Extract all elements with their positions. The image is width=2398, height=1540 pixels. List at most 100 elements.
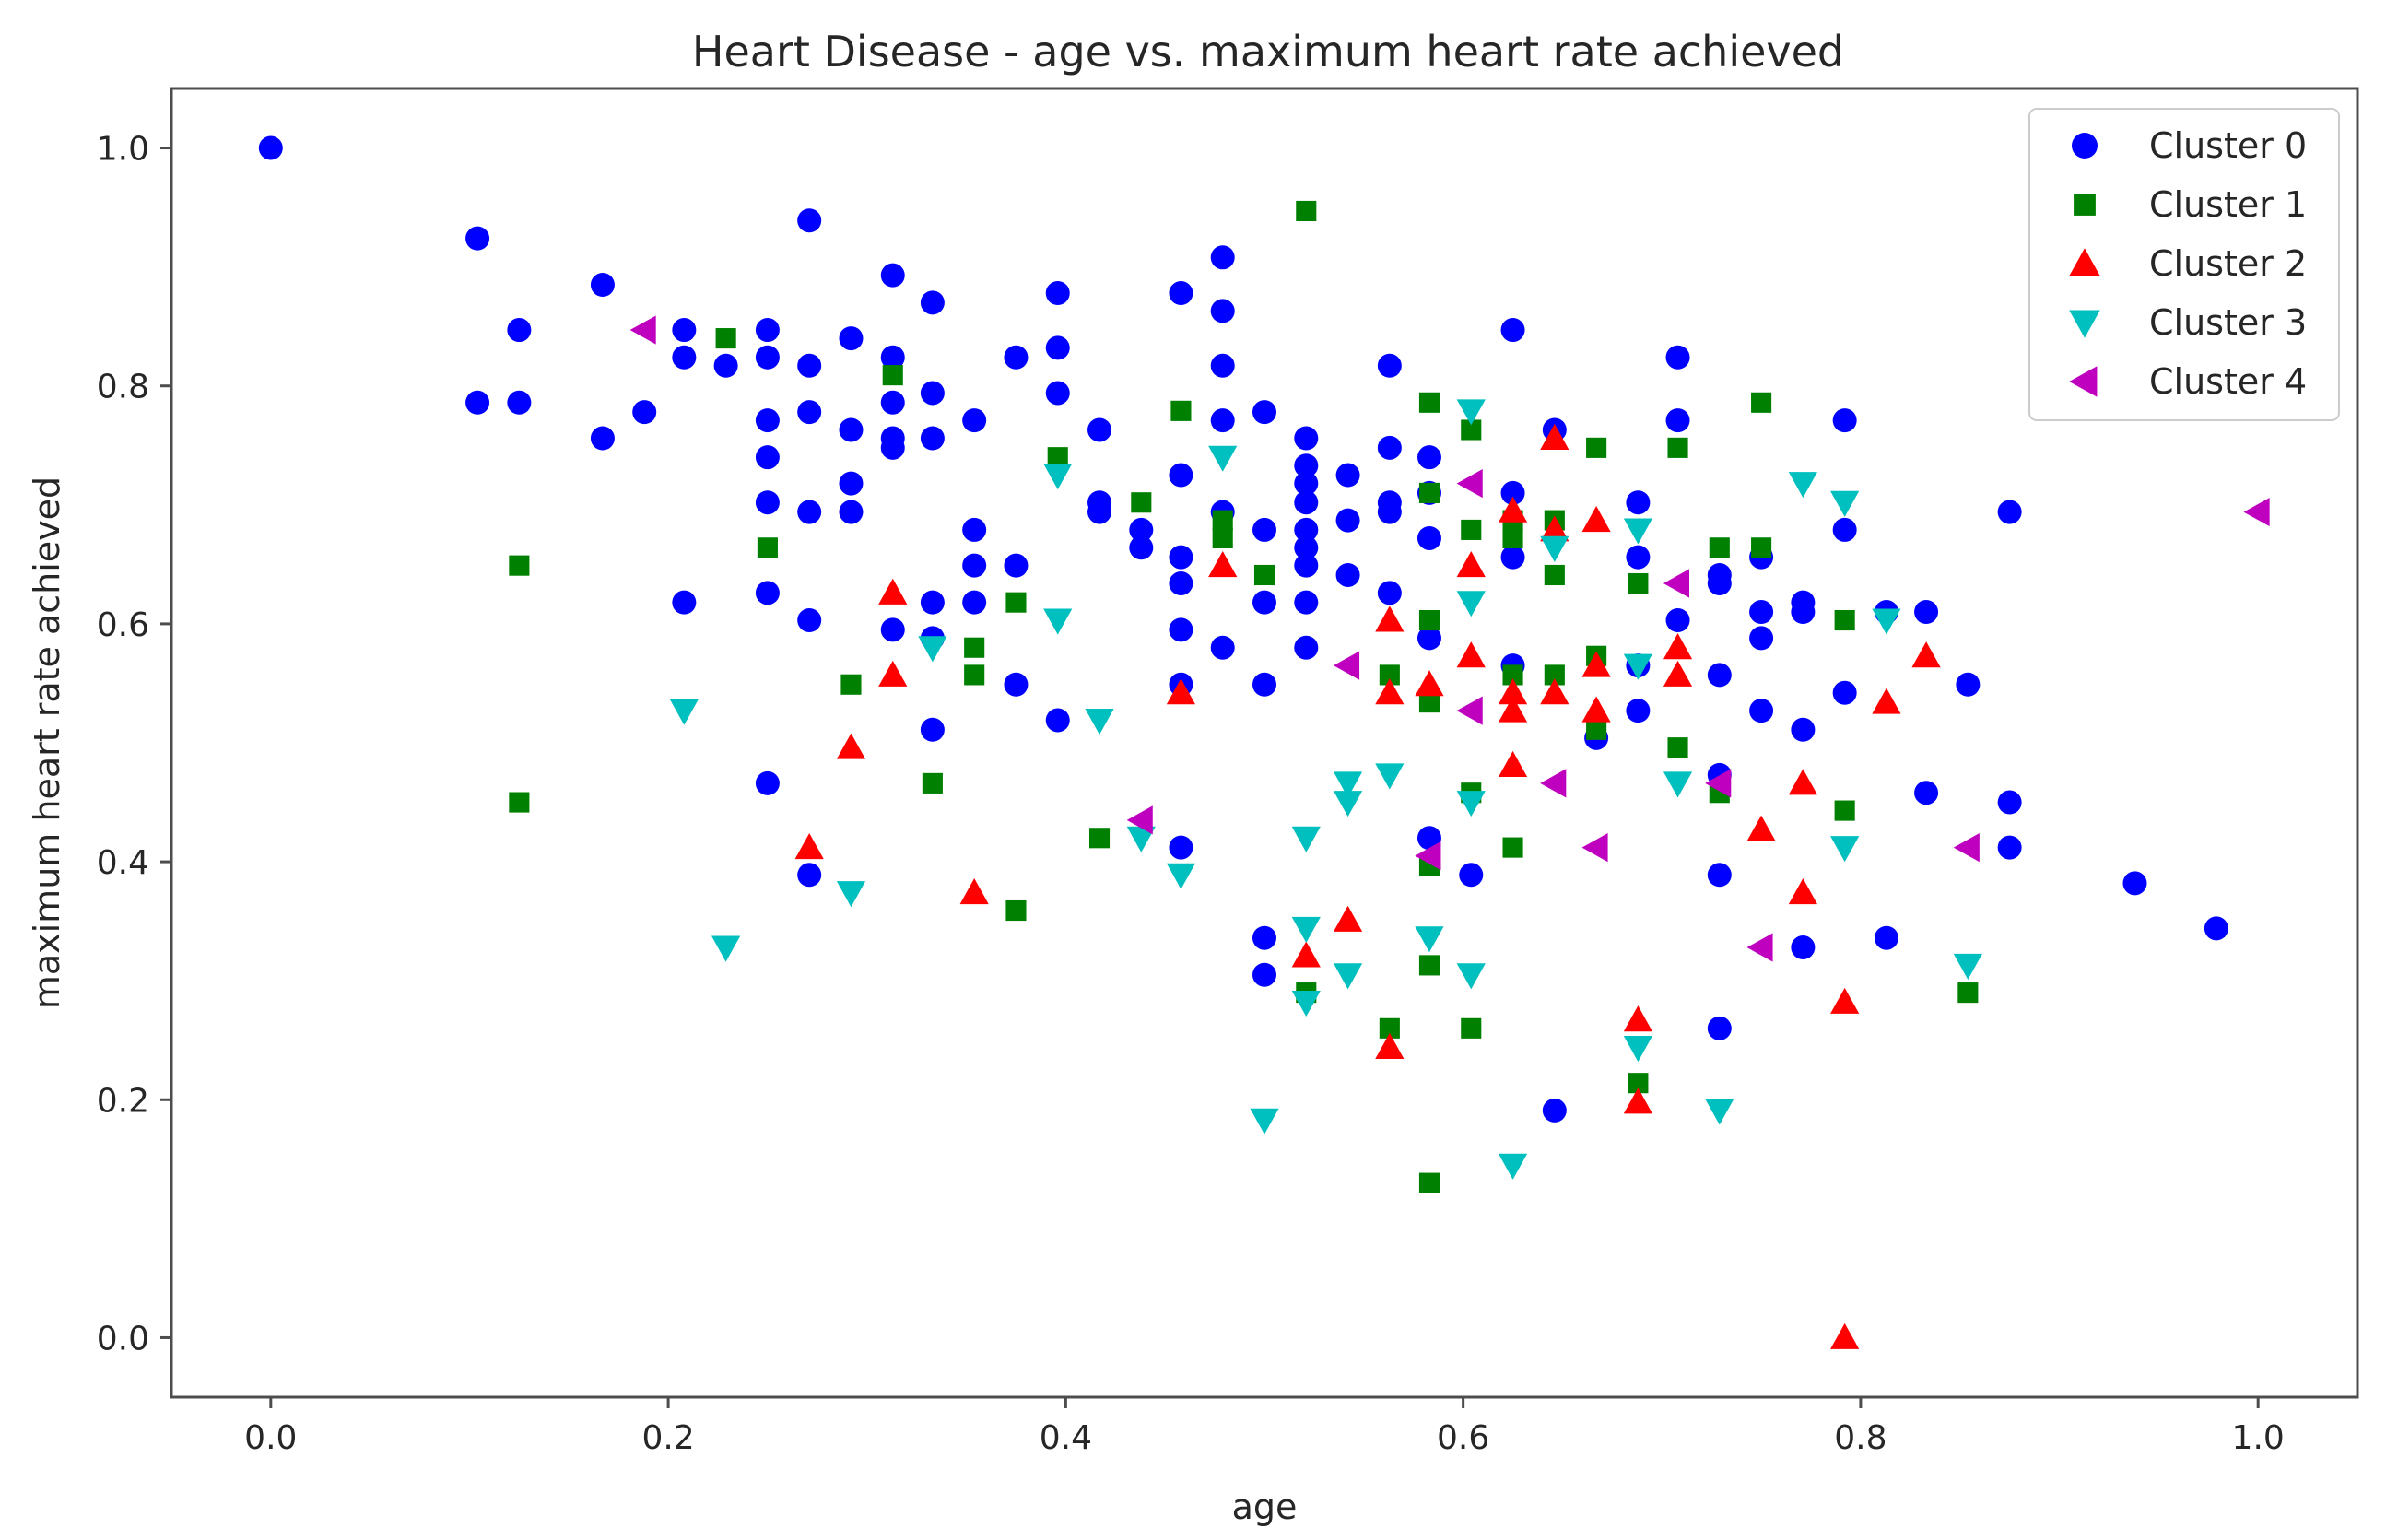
data-point (1663, 633, 1693, 660)
data-point (755, 445, 780, 470)
data-point (507, 390, 532, 415)
data-point (1253, 564, 1275, 586)
data-point (590, 426, 615, 451)
data-point (1751, 392, 1772, 413)
data-point (1004, 672, 1029, 697)
data-point (1166, 678, 1196, 705)
data-point (1953, 953, 1982, 980)
plot-frame (170, 87, 2359, 1399)
data-point (920, 717, 945, 742)
data-point (1791, 600, 1816, 624)
data-point (1379, 1017, 1400, 1039)
data-point (1375, 1032, 1405, 1059)
data-point (1210, 299, 1235, 323)
data-point (1212, 527, 1233, 549)
legend-marker-cluster-3 (2069, 310, 2100, 338)
data-point (1832, 408, 1857, 433)
data-point (757, 537, 778, 558)
data-point (1456, 399, 1486, 426)
data-point (1418, 692, 1440, 713)
data-point (839, 326, 864, 351)
data-point (1791, 717, 1816, 742)
data-point (1830, 836, 1860, 863)
chart-title: Heart Disease - age vs. maximum heart ra… (692, 27, 1844, 76)
data-point (1208, 445, 1238, 472)
data-point (629, 315, 656, 345)
data-point (755, 490, 780, 515)
data-point (672, 318, 697, 343)
data-point (1456, 791, 1486, 817)
data-point (1418, 392, 1440, 413)
data-point (465, 390, 490, 415)
data-point (918, 636, 947, 663)
data-point (715, 328, 736, 349)
data-point (1830, 490, 1860, 517)
data-point (1333, 791, 1363, 817)
data-point (964, 664, 985, 686)
data-point (1377, 581, 1402, 605)
data-point (1291, 916, 1321, 943)
points-layer (258, 135, 2270, 1349)
data-point (669, 699, 699, 725)
data-point (1542, 1098, 1567, 1123)
data-point (1296, 200, 1317, 222)
data-point (1252, 400, 1276, 425)
data-point (1456, 591, 1486, 617)
data-point (755, 770, 780, 795)
data-point (1004, 345, 1029, 370)
data-point (1707, 663, 1732, 688)
y-axis-label: maximum heart rate achieved (27, 476, 67, 1009)
data-point (1953, 833, 1980, 863)
data-point (922, 772, 943, 794)
legend-marker-cluster-2 (2069, 248, 2100, 276)
data-point (1749, 699, 1774, 723)
data-point (1210, 635, 1235, 660)
data-point (1252, 517, 1276, 542)
data-point (1663, 569, 1690, 598)
data-point (1746, 933, 1773, 962)
data-point (1005, 592, 1027, 613)
data-point (1294, 453, 1319, 478)
series-cluster-2 (794, 423, 1941, 1349)
legend-marker-cluster-1 (2074, 194, 2096, 216)
y-tick-label: 0.0 (97, 1320, 149, 1358)
data-point (755, 345, 780, 370)
data-point (1169, 835, 1193, 860)
data-point (1707, 863, 1732, 888)
data-point (1294, 426, 1319, 451)
data-point (920, 426, 945, 451)
data-point (836, 881, 866, 908)
data-point (1498, 750, 1528, 778)
x-axis-ticks: 0.0 0.2 0.4 0.6 0.8 1.0 (244, 1397, 2285, 1457)
data-point (465, 226, 490, 251)
y-tick-label: 0.8 (97, 369, 149, 406)
data-point (1502, 837, 1523, 858)
data-point (1252, 962, 1276, 987)
data-point (1333, 963, 1363, 990)
data-point (1667, 737, 1688, 758)
data-point (1834, 800, 1855, 821)
data-point (1581, 696, 1611, 723)
data-point (1416, 525, 1441, 550)
data-point (590, 273, 615, 297)
series-cluster-1 (509, 200, 1979, 1193)
legend-label-cluster-3: Cluster 3 (2149, 302, 2307, 343)
data-point (632, 400, 657, 425)
data-point (1957, 982, 1979, 1004)
data-point (1333, 771, 1363, 798)
data-point (672, 345, 697, 370)
data-point (797, 608, 822, 633)
data-point (1628, 572, 1649, 594)
legend-items: Cluster 0 Cluster 1 Cluster 2 Cluster 3 Clus… (2069, 125, 2307, 402)
data-point (920, 381, 945, 406)
data-point (509, 792, 530, 813)
data-point (1788, 769, 1817, 795)
data-point (839, 500, 864, 524)
data-point (1830, 987, 1860, 1014)
data-point (1832, 680, 1857, 705)
data-point (880, 390, 905, 415)
data-point (1586, 437, 1607, 458)
data-point (839, 471, 864, 496)
data-point (1623, 653, 1652, 680)
data-point (1210, 408, 1235, 433)
